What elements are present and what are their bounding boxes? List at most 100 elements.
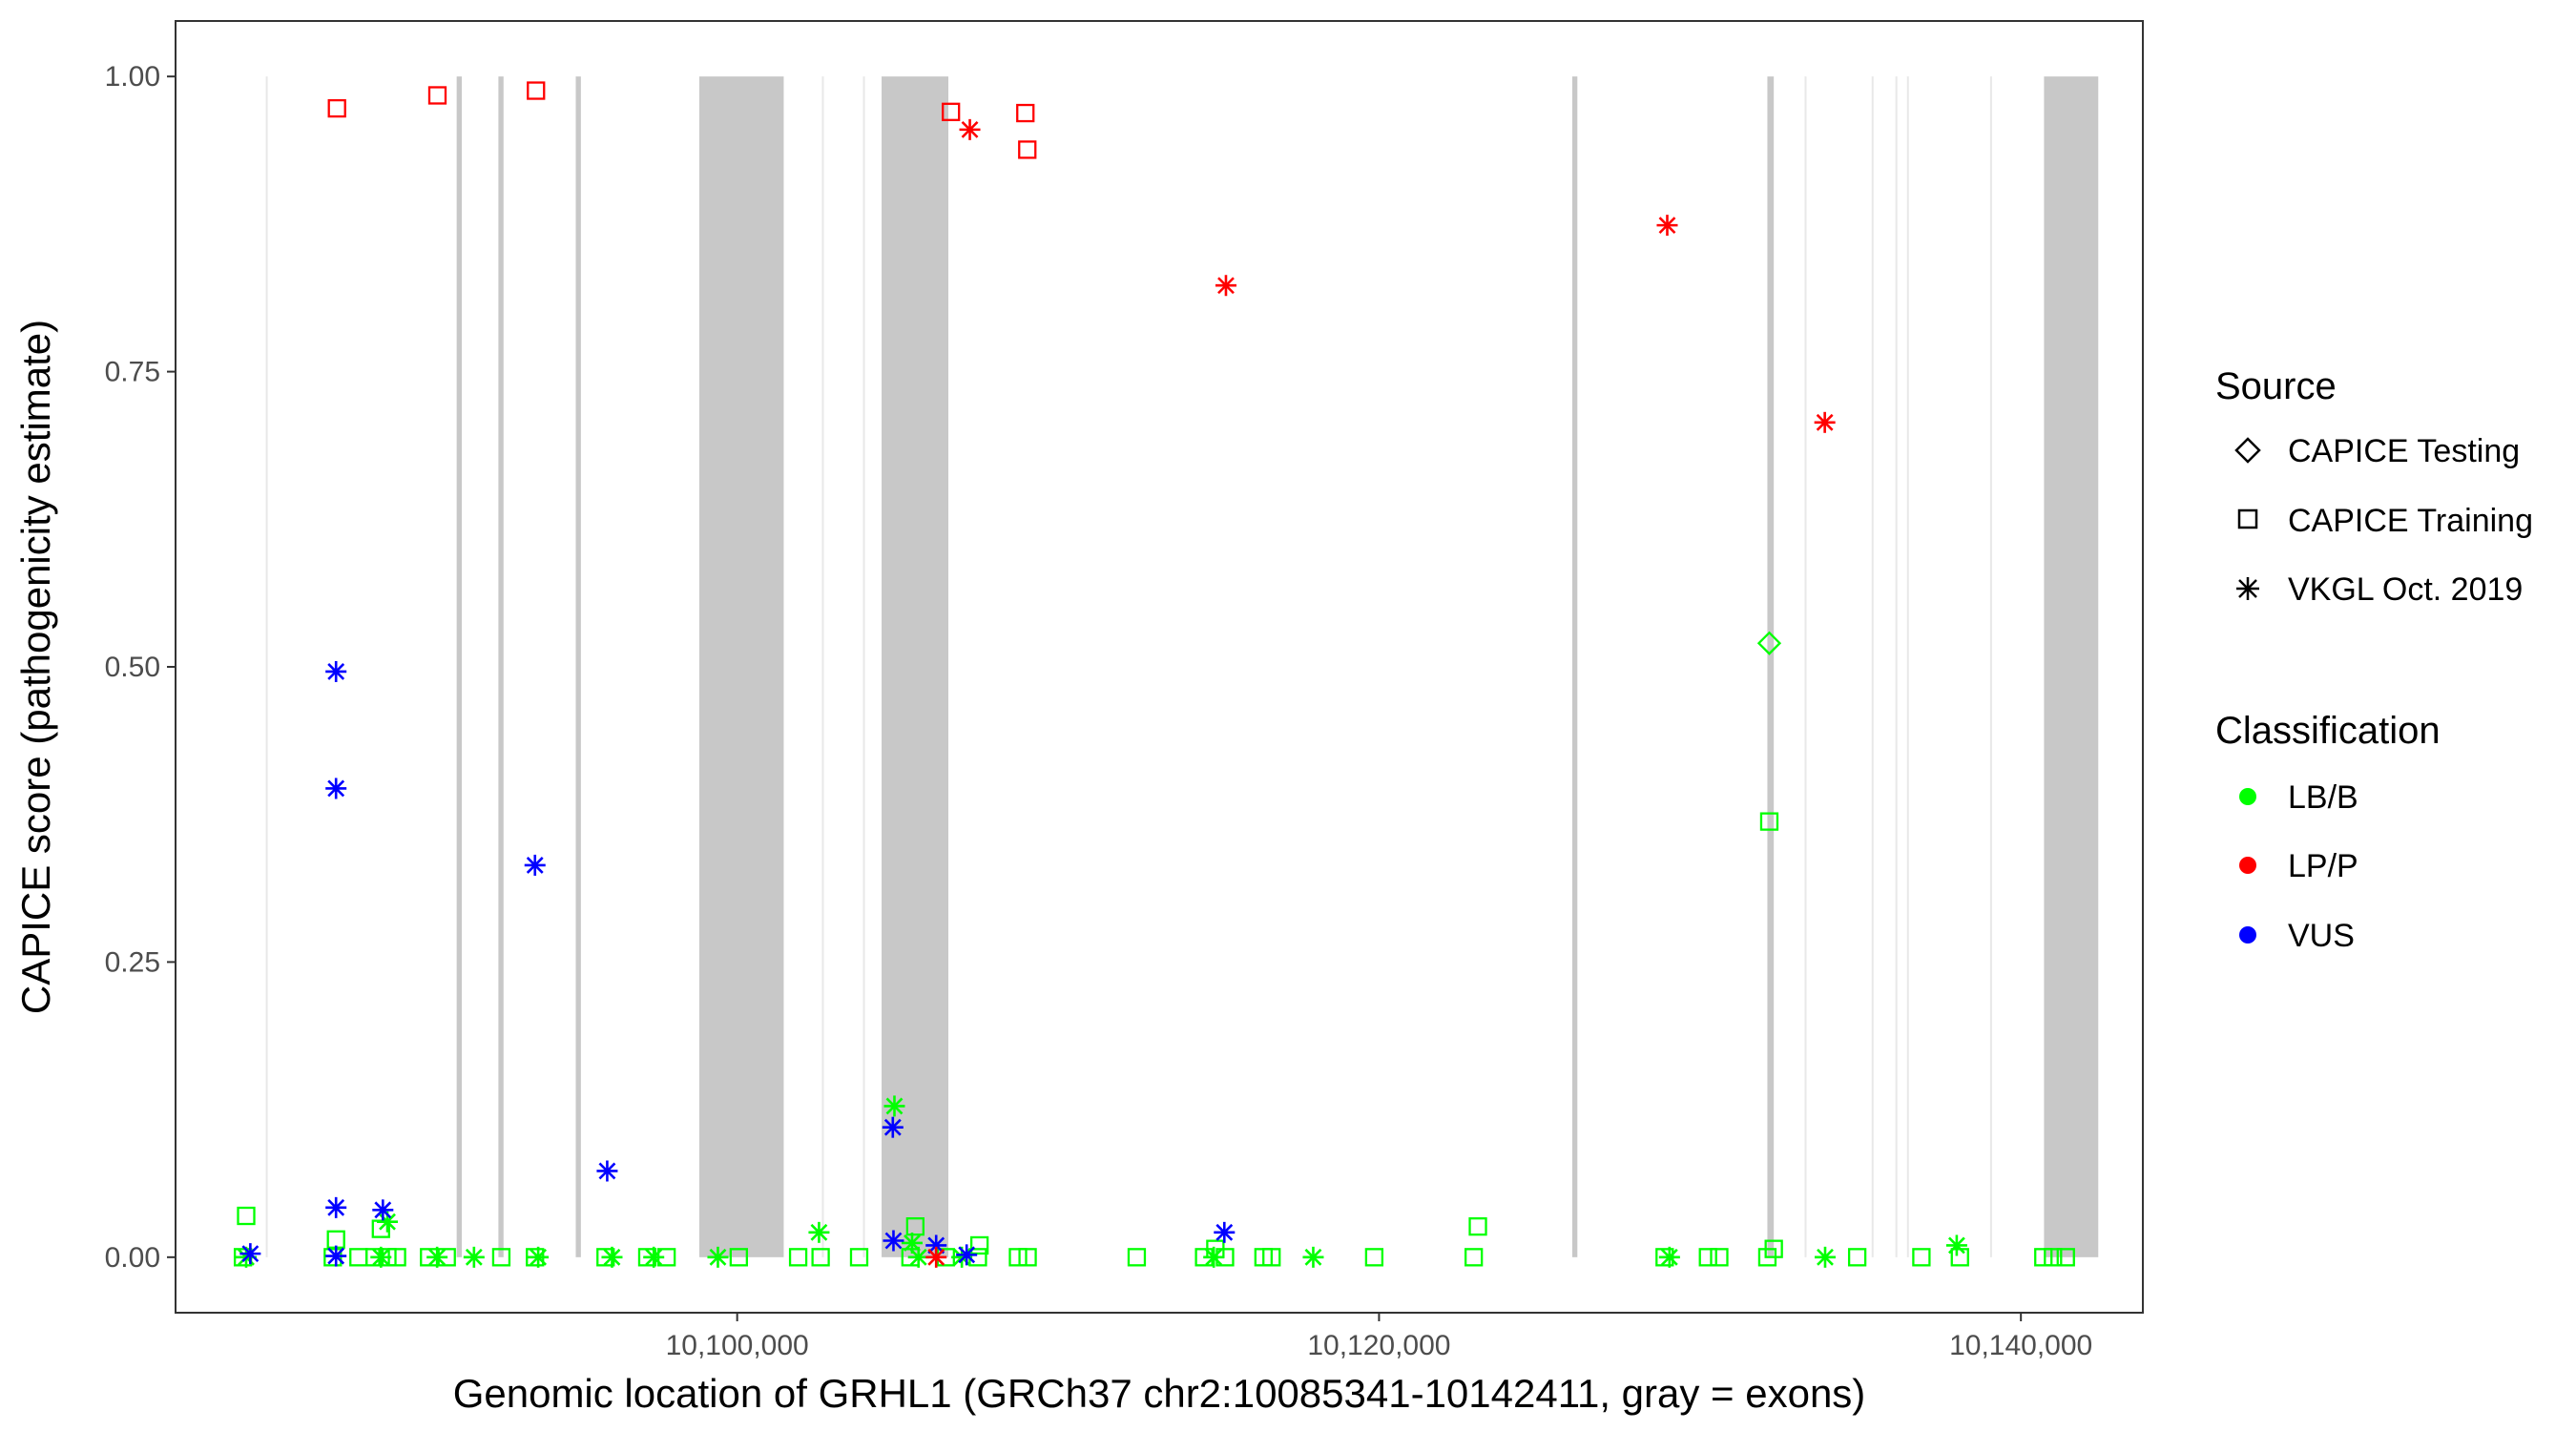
legend-title-classification: Classification — [2215, 710, 2441, 752]
legend-item-lpp: LP/P — [2239, 848, 2358, 884]
point-training-lbb — [1008, 1248, 1028, 1267]
point-vkgl-lpp — [1814, 411, 1836, 433]
point-vkgl-lbb — [528, 1246, 550, 1268]
point-training-lbb — [1950, 1248, 1969, 1267]
point-training-lbb — [491, 1248, 511, 1267]
lpp-dot-icon — [2239, 857, 2256, 874]
point-training-lbb — [2044, 1248, 2063, 1267]
point-training-lbb — [905, 1217, 925, 1236]
asterisk-icon — [2236, 577, 2259, 600]
exon-band — [575, 76, 581, 1257]
point-training-lbb — [788, 1248, 808, 1267]
point-vkgl-lpp — [925, 1246, 947, 1268]
point-vkgl-vus — [325, 660, 347, 682]
point-training-lbb — [437, 1248, 456, 1267]
legend-item-vkgl: VKGL Oct. 2019 — [2236, 571, 2523, 608]
legend-label-lbb: LB/B — [2288, 779, 2358, 816]
point-training-lpp — [1016, 103, 1035, 123]
point-vkgl-lbb — [601, 1246, 623, 1268]
legend-title-source: Source — [2215, 365, 2337, 407]
point-testing-lbb — [1756, 631, 1782, 655]
point-vkgl-vus — [956, 1244, 978, 1266]
point-training-lbb — [1364, 1248, 1384, 1267]
exon-band — [498, 76, 504, 1257]
legend: Source CAPICE Testing CAPICE Training VK… — [2215, 365, 2533, 954]
exon-band — [1571, 76, 1578, 1257]
y-tick-label: 0.75 — [105, 357, 160, 388]
point-vkgl-vus — [239, 1243, 261, 1265]
point-training-lbb — [1759, 812, 1779, 831]
point-vkgl-vus — [1214, 1221, 1236, 1243]
point-training-lbb — [1757, 1248, 1777, 1267]
point-vkgl-lbb — [907, 1246, 929, 1268]
point-vkgl-lbb — [1302, 1246, 1324, 1268]
point-training-lbb — [1710, 1248, 1729, 1267]
point-vkgl-vus — [372, 1199, 394, 1221]
point-vkgl-lbb — [808, 1221, 830, 1243]
point-training-lbb — [1847, 1248, 1867, 1267]
diamond-icon — [2234, 437, 2261, 464]
axes: 0.00 0.25 0.50 0.75 1.00 10,100,000 10,120,000… — [105, 61, 2093, 1361]
point-vkgl-lbb — [1658, 1246, 1680, 1268]
point-vkgl-vus — [325, 1196, 347, 1218]
point-training-lbb — [1468, 1217, 1487, 1236]
point-training-lbb — [849, 1248, 869, 1267]
y-tick-label: 0.50 — [105, 652, 160, 683]
lbb-dot-icon — [2239, 788, 2256, 805]
x-tick-label: 10,140,000 — [1949, 1330, 2092, 1361]
point-training-lbb — [811, 1248, 830, 1267]
point-vkgl-lbb — [463, 1246, 485, 1268]
vus-dot-icon — [2239, 926, 2256, 944]
legend-item-lbb: LB/B — [2239, 779, 2358, 816]
legend-label-lpp: LP/P — [2288, 848, 2358, 884]
point-vkgl-vus — [883, 1230, 904, 1252]
y-tick-label: 1.00 — [105, 61, 160, 93]
point-vkgl-vus — [596, 1160, 618, 1182]
point-training-lbb — [1018, 1248, 1037, 1267]
point-training-lpp — [1018, 140, 1037, 159]
point-vkgl-vus — [524, 854, 546, 876]
point-vkgl-vus — [882, 1116, 904, 1138]
point-training-lpp — [942, 102, 961, 121]
x-tick-label: 10,120,000 — [1307, 1330, 1450, 1361]
point-vkgl-lbb — [1203, 1246, 1225, 1268]
square-icon — [2237, 508, 2258, 529]
exon-band — [882, 76, 948, 1257]
point-vkgl-lbb — [883, 1095, 905, 1117]
exon-band — [698, 76, 784, 1257]
point-training-lbb — [1215, 1248, 1235, 1267]
point-training-lbb — [1912, 1248, 1931, 1267]
point-training-lbb — [969, 1235, 989, 1255]
point-vkgl-lbb — [426, 1246, 448, 1268]
legend-item-capice-testing: CAPICE Testing — [2234, 433, 2520, 469]
point-training-lbb — [387, 1248, 406, 1267]
point-training-lpp — [327, 98, 346, 118]
point-vkgl-lbb — [707, 1246, 729, 1268]
legend-item-capice-training: CAPICE Training — [2237, 503, 2533, 539]
point-training-lbb — [378, 1248, 397, 1267]
data-points — [233, 81, 2075, 1268]
point-training-lpp — [527, 81, 546, 100]
x-axis-title: Genomic location of GRHL1 (GRCh37 chr2:1… — [453, 1371, 1866, 1416]
point-training-lbb — [1262, 1248, 1281, 1267]
point-vkgl-lpp — [959, 118, 981, 140]
point-vkgl-vus — [325, 1245, 347, 1267]
exon-band — [1767, 76, 1775, 1257]
point-training-lbb — [237, 1206, 256, 1226]
point-training-lbb — [657, 1248, 676, 1267]
legend-label-capice-training: CAPICE Training — [2288, 503, 2533, 539]
legend-label-vus: VUS — [2288, 918, 2355, 954]
x-tick-label: 10,100,000 — [666, 1330, 809, 1361]
legend-item-vus: VUS — [2239, 918, 2355, 954]
exon-bands — [265, 76, 2099, 1257]
exon-band — [2044, 76, 2099, 1257]
y-tick-label: 0.00 — [105, 1242, 160, 1274]
point-training-lbb — [2056, 1248, 2075, 1267]
point-training-lbb — [2034, 1248, 2053, 1267]
point-training-lbb — [729, 1248, 748, 1267]
legend-label-vkgl: VKGL Oct. 2019 — [2288, 571, 2523, 608]
point-vkgl-lpp — [1656, 215, 1678, 237]
point-vkgl-lpp — [1215, 275, 1236, 297]
y-axis-title: CAPICE score (pathogenicity estimate) — [13, 320, 58, 1014]
